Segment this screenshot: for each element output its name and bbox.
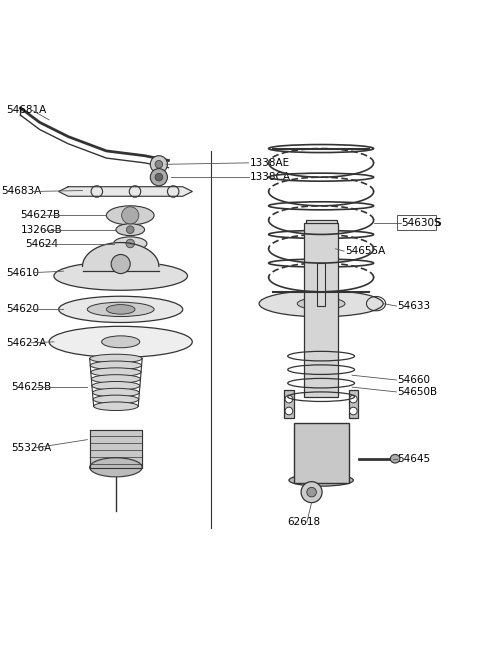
- Ellipse shape: [93, 388, 139, 397]
- Ellipse shape: [91, 375, 141, 383]
- Ellipse shape: [59, 296, 183, 322]
- Ellipse shape: [91, 368, 141, 377]
- Text: 54610: 54610: [6, 268, 39, 278]
- FancyBboxPatch shape: [397, 215, 436, 230]
- Circle shape: [150, 168, 168, 186]
- Text: 54681A: 54681A: [6, 105, 47, 115]
- FancyBboxPatch shape: [317, 263, 325, 306]
- Polygon shape: [59, 187, 192, 196]
- Text: 1338CA: 1338CA: [250, 172, 290, 182]
- Ellipse shape: [54, 261, 188, 290]
- Ellipse shape: [116, 224, 144, 236]
- Ellipse shape: [93, 395, 139, 403]
- Circle shape: [307, 487, 316, 497]
- Ellipse shape: [107, 305, 135, 314]
- Text: 54627B: 54627B: [21, 210, 61, 220]
- Circle shape: [126, 239, 134, 248]
- Circle shape: [150, 156, 168, 173]
- Circle shape: [349, 395, 357, 403]
- Circle shape: [301, 481, 322, 502]
- Text: 1338AE: 1338AE: [250, 158, 289, 168]
- Text: 54650B: 54650B: [397, 387, 438, 397]
- Circle shape: [349, 407, 357, 415]
- Ellipse shape: [94, 402, 138, 411]
- Text: 54660: 54660: [397, 375, 431, 385]
- Circle shape: [285, 407, 293, 415]
- Text: 54645: 54645: [397, 454, 431, 464]
- Circle shape: [155, 160, 163, 168]
- Circle shape: [285, 395, 293, 403]
- Text: 54633: 54633: [397, 301, 431, 311]
- Ellipse shape: [102, 336, 140, 348]
- FancyBboxPatch shape: [294, 423, 348, 483]
- Ellipse shape: [107, 206, 154, 225]
- Text: 54630S: 54630S: [402, 217, 442, 227]
- FancyBboxPatch shape: [304, 223, 338, 397]
- Ellipse shape: [90, 354, 142, 363]
- Ellipse shape: [390, 455, 400, 463]
- Text: 54683A: 54683A: [1, 187, 42, 196]
- Ellipse shape: [289, 474, 353, 486]
- Text: 1326GB: 1326GB: [21, 225, 62, 234]
- Ellipse shape: [90, 361, 142, 369]
- Polygon shape: [83, 242, 159, 271]
- Text: 54624: 54624: [25, 238, 59, 248]
- Circle shape: [126, 226, 134, 233]
- Polygon shape: [90, 430, 142, 468]
- Ellipse shape: [90, 458, 142, 477]
- Text: 54625B: 54625B: [11, 382, 51, 392]
- Ellipse shape: [259, 291, 383, 317]
- Text: 62618: 62618: [288, 517, 321, 527]
- Text: 54655A: 54655A: [345, 246, 385, 256]
- Ellipse shape: [297, 297, 345, 310]
- FancyBboxPatch shape: [284, 390, 294, 418]
- FancyBboxPatch shape: [306, 220, 336, 301]
- Text: 54623A: 54623A: [6, 338, 47, 348]
- Circle shape: [111, 255, 130, 274]
- FancyBboxPatch shape: [348, 390, 358, 418]
- Ellipse shape: [92, 381, 140, 390]
- Ellipse shape: [49, 326, 192, 358]
- Text: 55326A: 55326A: [11, 443, 51, 453]
- Text: 54630S: 54630S: [401, 217, 441, 227]
- Circle shape: [155, 174, 163, 181]
- Ellipse shape: [87, 302, 154, 316]
- Circle shape: [121, 207, 139, 224]
- Ellipse shape: [114, 237, 147, 250]
- Text: 54620: 54620: [6, 305, 39, 314]
